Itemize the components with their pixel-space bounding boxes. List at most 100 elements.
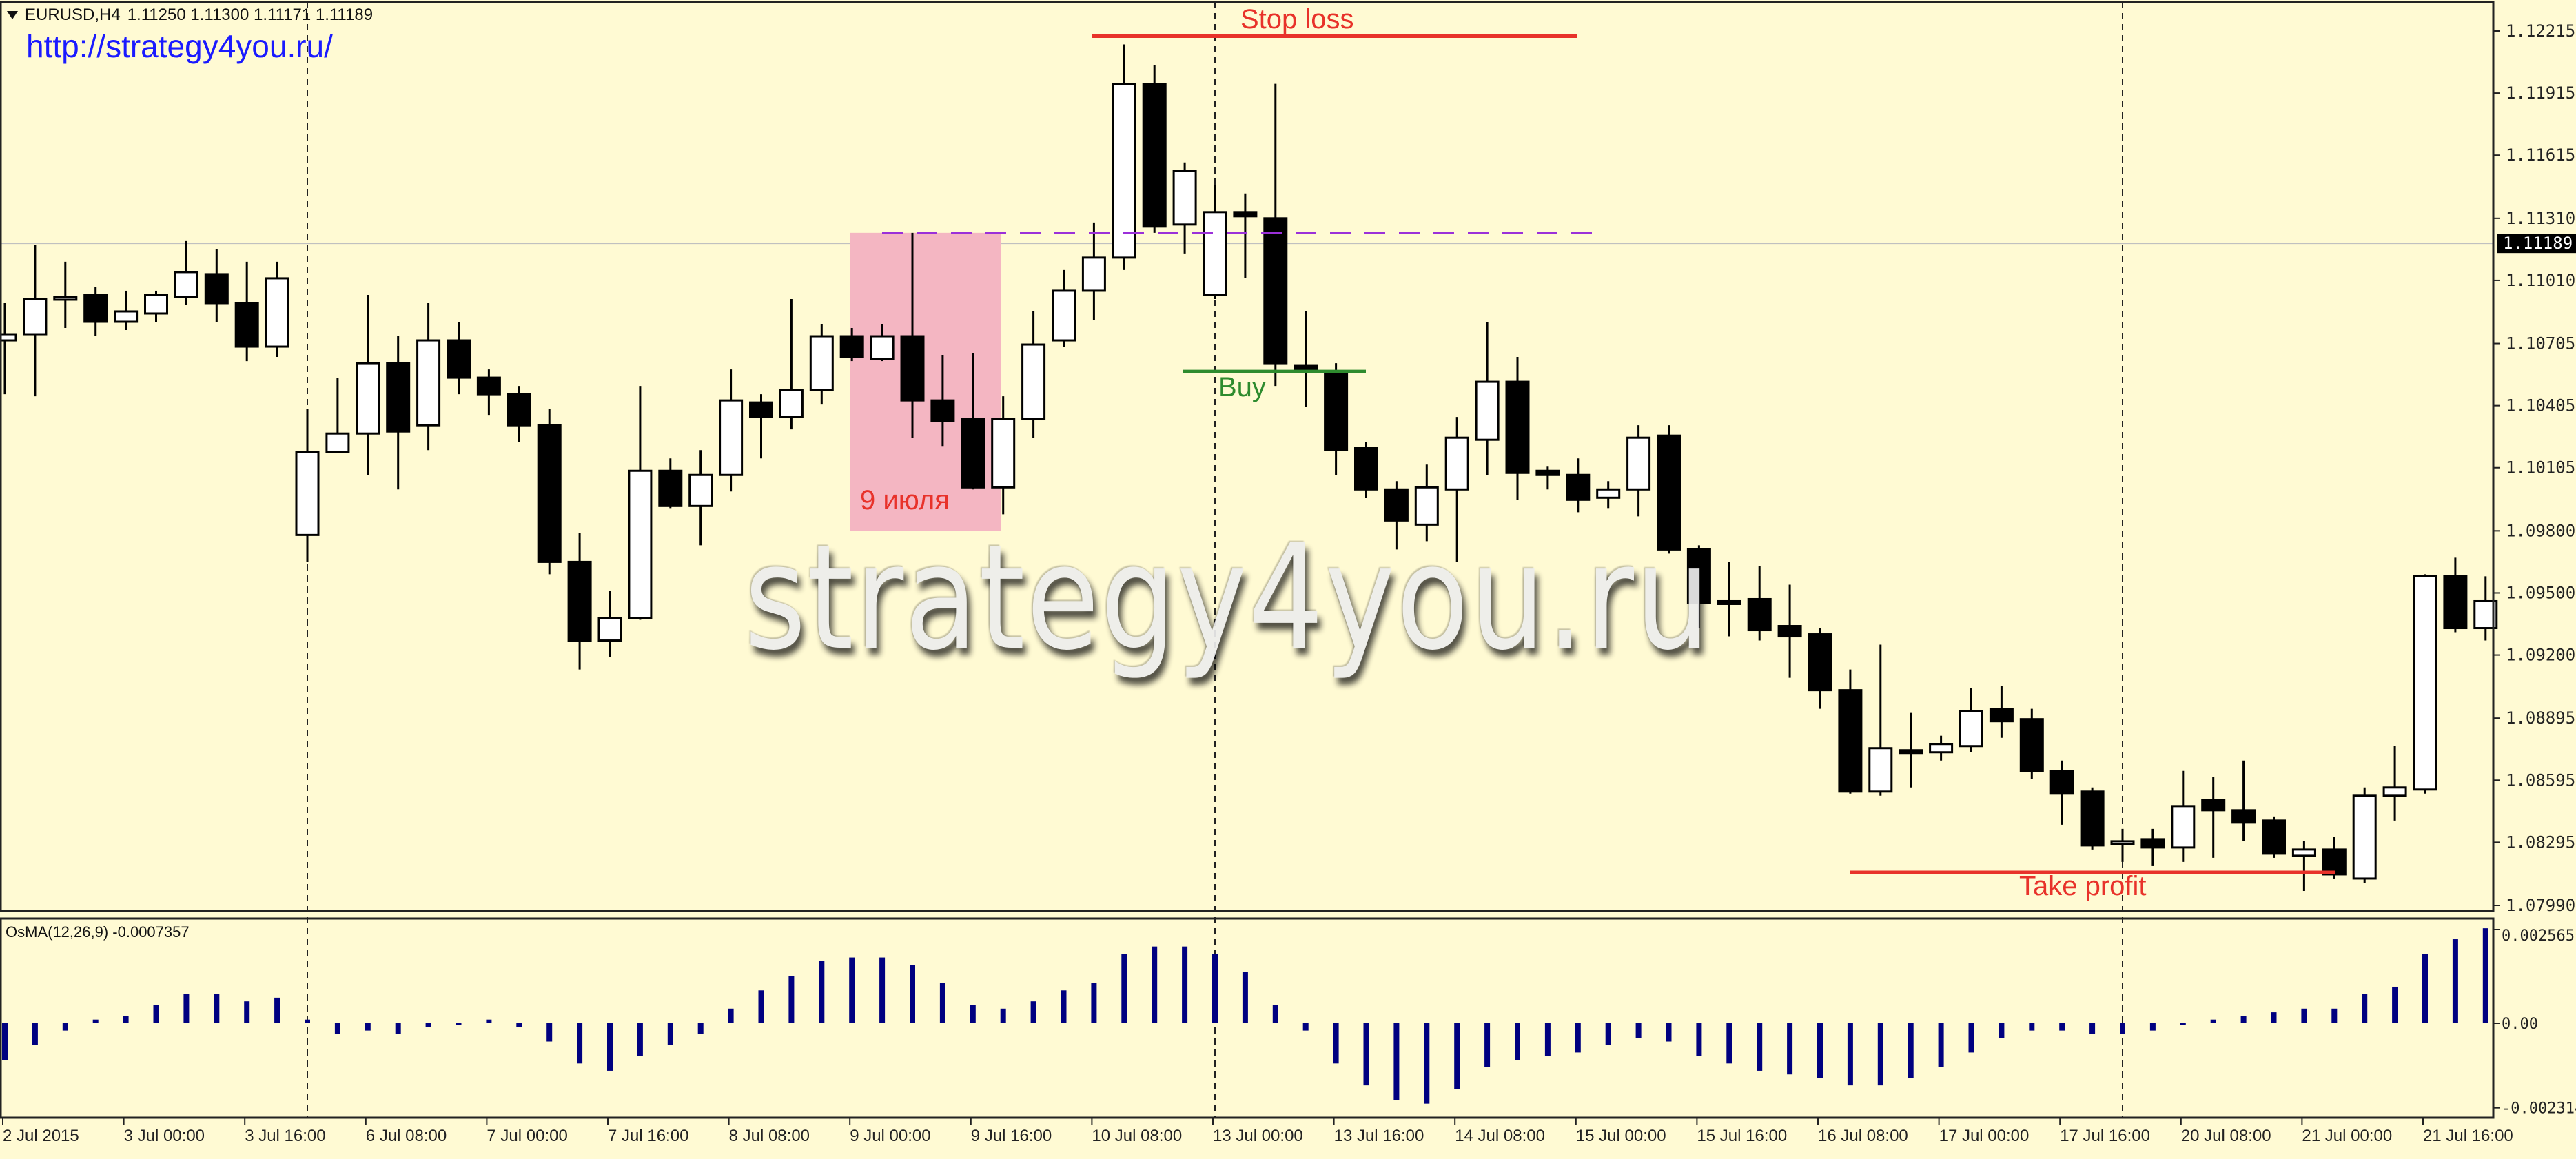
buy-label: Buy: [1218, 372, 1266, 402]
oscillator-bar: [2089, 1023, 2096, 1034]
annotation-lines: [882, 34, 2335, 874]
current-price-badge: [2497, 234, 2576, 254]
candle-body: [1384, 488, 1409, 522]
candle: [1959, 688, 1983, 752]
candle: [688, 450, 713, 546]
oscillator-bar: [456, 1023, 462, 1025]
oscillator-bar: [1212, 954, 1218, 1023]
candle-body: [386, 362, 411, 433]
candle-body: [295, 451, 320, 536]
candle: [144, 290, 168, 322]
oscillator-bar: [2271, 1012, 2277, 1023]
oscillator-bar: [1454, 1023, 1460, 1089]
time-tick-label: 21 Jul 00:00: [2302, 1127, 2392, 1145]
watermark: strategy4you.ru: [744, 513, 1712, 682]
dropdown-triangle-icon[interactable]: [7, 11, 18, 19]
candle-body: [234, 302, 259, 348]
candle-body: [1747, 597, 1772, 632]
candle: [2413, 574, 2437, 794]
ohlc-readout: 1.11250 1.11300 1.11171 1.11189: [127, 6, 374, 24]
oscillator-bar: [970, 1005, 976, 1023]
oscillator-bar: [1393, 1023, 1400, 1100]
time-tick-label: 9 Jul 16:00: [971, 1127, 1052, 1145]
oscillator-bar: [910, 965, 915, 1023]
price-tick-label: 1.11615: [2506, 145, 2575, 165]
time-tick-label: 6 Jul 08:00: [366, 1127, 447, 1145]
candles: [0, 44, 2498, 891]
candle: [1172, 162, 1197, 254]
candle: [204, 249, 229, 322]
oscillator-bar: [123, 1016, 129, 1023]
oscillator-bar: [1877, 1023, 1883, 1086]
time-tick-label: 9 Jul 00:00: [850, 1127, 930, 1145]
candle-body: [1505, 380, 1530, 474]
candle: [839, 328, 864, 362]
time-tick-label: 7 Jul 16:00: [608, 1127, 688, 1145]
candle: [2049, 760, 2074, 825]
candle: [1142, 65, 1167, 233]
candle: [930, 355, 955, 447]
oscillator-tick-label: 0.002565: [2502, 927, 2575, 945]
candle: [1777, 584, 1802, 678]
candle: [1233, 193, 1258, 278]
candle: [23, 245, 48, 397]
candle-body: [809, 335, 834, 391]
candle: [1717, 562, 1741, 637]
candle: [2201, 777, 2226, 858]
oscillator-bar: [1272, 1005, 1278, 1023]
oscillator-bar: [1605, 1023, 1611, 1045]
candle-body: [597, 617, 622, 642]
oscillator-bar: [305, 1019, 310, 1023]
price-tick-label: 1.08895: [2506, 708, 2575, 728]
candle: [628, 386, 653, 620]
candle: [447, 321, 471, 395]
candle-body: [567, 560, 592, 642]
oscillator-bar: [1999, 1023, 2005, 1038]
website-url[interactable]: http://strategy4you.ru/: [26, 28, 333, 64]
oscillator-bar: [1787, 1023, 1793, 1075]
price-tick-label: 1.11010: [2506, 271, 2575, 290]
price-tick-label: 1.12215: [2506, 21, 2575, 41]
oscillator-bar: [607, 1023, 613, 1071]
take-profit-label: Take profit: [2019, 871, 2147, 901]
candle: [1989, 686, 2014, 738]
oscillator-bar: [244, 1001, 250, 1023]
candle-body: [1717, 599, 1741, 605]
candle: [567, 533, 592, 670]
oscillator-bar: [1757, 1023, 1763, 1071]
candle-body: [870, 335, 895, 360]
oscillator-bar: [1544, 1023, 1551, 1056]
price-tick-label: 1.11915: [2506, 83, 2575, 103]
oscillator-bar: [728, 1008, 734, 1023]
candle-body: [2231, 809, 2256, 824]
candle-body: [628, 469, 653, 619]
oscillator-bar: [92, 1019, 99, 1023]
candle: [1929, 735, 1954, 761]
candle: [2140, 828, 2165, 866]
candle: [2231, 760, 2256, 841]
candle: [597, 591, 622, 657]
candle: [870, 324, 895, 362]
oscillator-bar: [1575, 1023, 1581, 1053]
oscillator-bar: [758, 990, 764, 1023]
candle: [83, 286, 108, 337]
candle-body: [749, 401, 773, 418]
candle-body: [2413, 575, 2437, 791]
candle: [1354, 442, 1378, 498]
time-tick-label: 13 Jul 16:00: [1334, 1127, 1424, 1145]
candle-body: [1354, 447, 1378, 491]
candle-body: [1021, 343, 1046, 420]
candle: [114, 290, 139, 331]
candle: [1747, 566, 1772, 641]
oscillator-bar: [577, 1023, 583, 1064]
oscillator-bar: [62, 1023, 68, 1031]
candle-body: [658, 469, 683, 507]
time-tick-label: 15 Jul 16:00: [1697, 1127, 1787, 1145]
candle: [809, 324, 834, 405]
candle: [416, 302, 441, 451]
candle-body: [900, 335, 925, 402]
candle-body: [416, 339, 441, 427]
price-tick-label: 1.10105: [2506, 458, 2575, 478]
oscillator-bar: [2240, 1016, 2247, 1023]
